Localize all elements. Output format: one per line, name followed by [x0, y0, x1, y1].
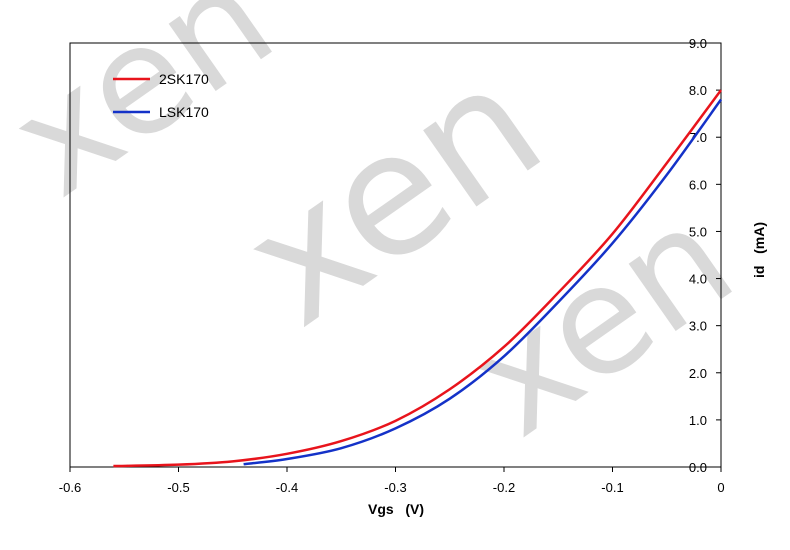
y-tick-label: 6.0 [689, 177, 707, 192]
legend-label-2sk170: 2SK170 [159, 71, 209, 87]
y-tick-label: 4.0 [689, 272, 707, 287]
y-tick-label: 7.0 [689, 130, 707, 145]
y-tick-label: 5.0 [689, 224, 707, 239]
watermark: xen xen xen [0, 0, 763, 469]
x-tick-label: -0.3 [384, 480, 406, 495]
x-tick-label: -0.1 [601, 480, 623, 495]
y-axis-title: id (mA) [751, 222, 767, 278]
series-line-2sk170 [113, 89, 723, 468]
y-tick-label: 1.0 [689, 413, 707, 428]
legend-label-lsk170: LSK170 [159, 104, 209, 120]
y-tick-label: 9.0 [689, 36, 707, 51]
x-tick-label: 0 [717, 480, 724, 495]
y-axis: 0.0 1.0 2.0 3.0 4.0 5.0 6.0 7.0 8.0 9.0 [689, 36, 721, 475]
y-tick-label: 3.0 [689, 319, 707, 334]
x-tick-label: -0.4 [276, 480, 298, 495]
y-tick-label: 8.0 [689, 83, 707, 98]
series-line-lsk170 [243, 98, 723, 466]
y-tick-label: 0.0 [689, 460, 707, 475]
x-tick-label: -0.5 [167, 480, 189, 495]
x-tick-label: -0.6 [59, 480, 81, 495]
y-tick-label: 2.0 [689, 366, 707, 381]
x-axis: -0.6 -0.5 -0.4 -0.3 -0.2 -0.1 0 [59, 467, 725, 495]
series-layer [113, 89, 723, 468]
x-tick-label: -0.2 [493, 480, 515, 495]
legend: 2SK170 LSK170 [113, 71, 209, 120]
x-axis-title: Vgs (V) [368, 501, 424, 517]
